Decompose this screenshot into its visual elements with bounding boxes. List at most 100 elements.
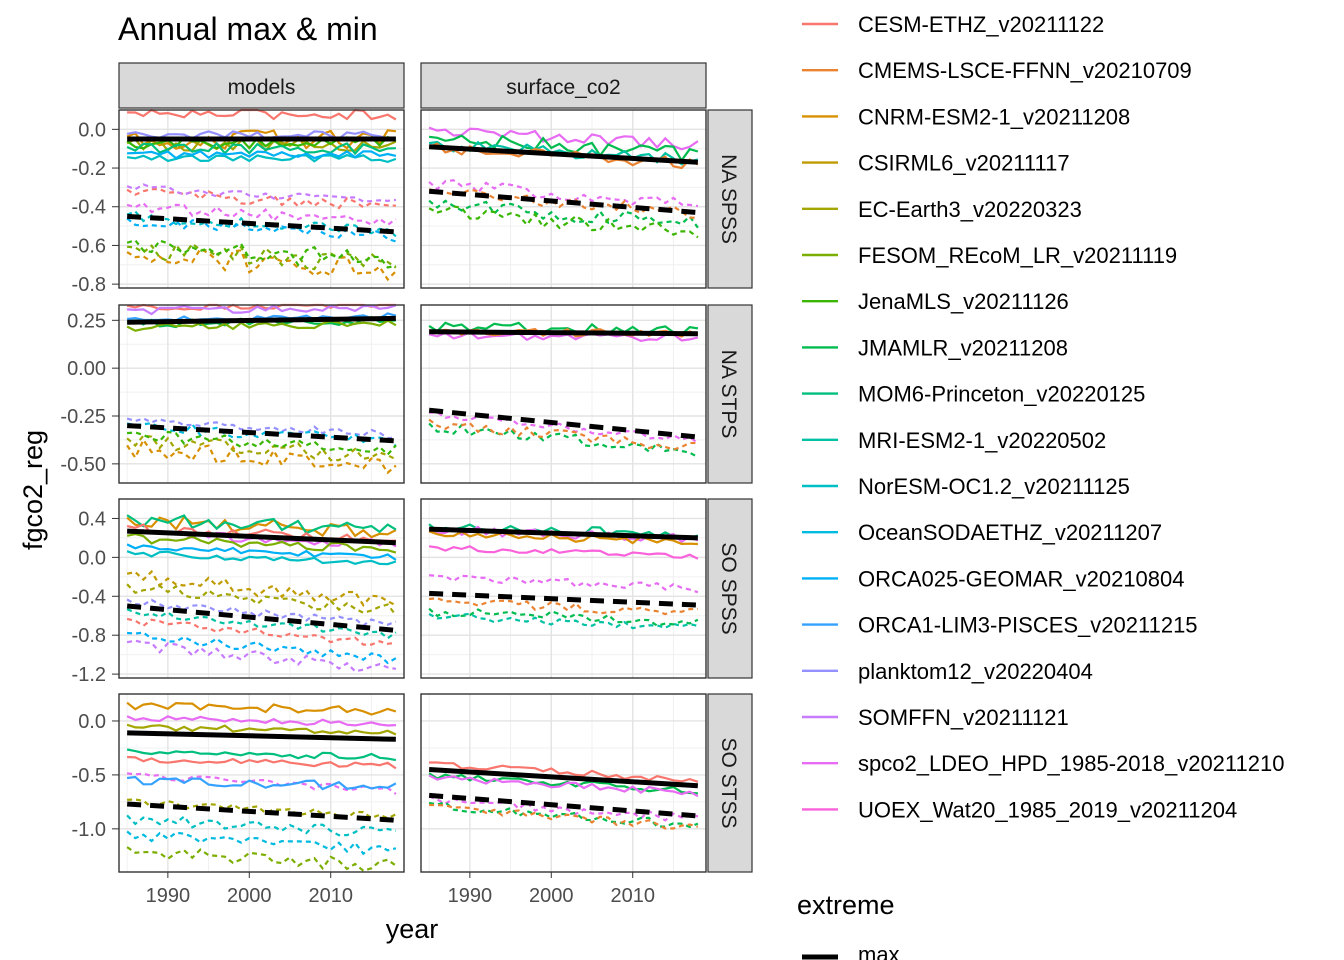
series-line-MOM6-Princeton_v20220125-max [126, 141, 396, 156]
y-tick-label: 0.00 [67, 358, 106, 380]
y-axis-title: fgco2_reg [18, 430, 48, 550]
panel-2-0 [118, 498, 405, 679]
legend-extreme-title: extreme [797, 890, 895, 920]
legend-label: CESM-ETHZ_v20211122 [858, 12, 1104, 37]
panel-background [119, 499, 404, 678]
strip-col-label: surface_co2 [506, 76, 620, 99]
series-line-JenaMLS_v20211126-min [428, 205, 699, 239]
series-line-planktom12_v20220404-max [126, 130, 397, 141]
series-line-spco2_LDEO_HPD_1985-2018_v20211210-min [429, 410, 699, 444]
y-tick-label: 0.0 [78, 119, 106, 141]
x-tick-label: 1990 [448, 885, 493, 907]
series-line-spco2_LDEO_HPD_1985-2018_v20211210-min [429, 574, 699, 594]
strip-row-label: SO STSS [717, 737, 740, 828]
series-line-spco2_LDEO_HPD_1985-2018_v20211210-max [428, 330, 699, 343]
legend-extreme: extreme max [797, 890, 900, 960]
series-line-OceanSODAETHZ_v20211207-min [126, 830, 397, 856]
y-tick-label: 0.4 [78, 508, 106, 530]
y-tick-label: -0.50 [60, 454, 106, 476]
y-tick-label: -0.8 [72, 274, 106, 296]
series-line-SOMFFN_v20211121-min [126, 639, 397, 673]
y-tick-label: -0.25 [60, 406, 106, 428]
x-tick-label: 2010 [610, 885, 655, 907]
legend-label: SOMFFN_v20211121 [858, 705, 1069, 730]
legend: CESM-ETHZ_v20211122 CMEMS-LSCE-FFNN_v2021… [802, 12, 1284, 822]
legend-label: CMEMS-LSCE-FFNN_v20210709 [858, 58, 1192, 83]
trend-line-max [127, 528, 396, 546]
panel-1-0 [118, 303, 405, 484]
series-line-planktom12_v20220404-min [126, 598, 397, 628]
y-tick-label: -1.0 [72, 819, 106, 841]
trend-line-max [429, 329, 698, 337]
panel-2-1 [420, 498, 707, 679]
strip-row-label: NA STPS [717, 350, 740, 439]
legend-label: spco2_LDEO_HPD_1985-2018_v20211210 [858, 751, 1284, 776]
series-line-CMEMS-LSCE-FFNN_v20210709-min [429, 803, 699, 830]
legend-label: JenaMLS_v20211126 [858, 289, 1069, 314]
series-line-ORCA1-LIM3-PISCES_v20211215-max [126, 775, 397, 791]
strip-col-models [118, 62, 405, 109]
series-line-MRI-ESM2-1_v20220502-min [126, 608, 397, 640]
legend-label: UOEX_Wat20_1985_2019_v20211204 [858, 797, 1237, 822]
panel-border [118, 693, 405, 873]
series-line-JMAMLR_v20211208-min [428, 607, 699, 627]
legend-label: EC-Earth3_v20220323 [858, 197, 1082, 222]
series-line-CMEMS-LSCE-FFNN_v20210709-min [428, 188, 698, 219]
x-tick-label: 2000 [529, 885, 574, 907]
panel-1-1 [420, 304, 707, 484]
x-tick-label: 2010 [308, 885, 353, 907]
series-line-MOM6-Princeton_v20220125-max [126, 514, 397, 535]
legend-label: OceanSODAETHZ_v20211207 [858, 520, 1162, 545]
strip-col-surface_co2 [420, 62, 707, 109]
legend-label: CNRM-ESM2-1_v20211208 [858, 104, 1130, 129]
legend-label: planktom12_v20220404 [858, 659, 1093, 684]
strip-row-label: SO SPSS [717, 542, 740, 634]
series-line-JMAMLR_v20211208-max [428, 134, 699, 163]
series-line-planktom12_v20220404-min [126, 417, 396, 440]
panel-0-0 [118, 108, 405, 289]
y-tick-label: 0.0 [78, 711, 106, 733]
x-tick-label: 2000 [227, 885, 272, 907]
strip-row [707, 498, 753, 679]
series-line-CMEMS-LSCE-FFNN_v20210709-min [428, 418, 698, 451]
panel-border [118, 109, 405, 289]
trend-line-max [428, 767, 699, 789]
panel-border [420, 109, 707, 289]
series-line-spco2_LDEO_HPD_1985-2018_v20211210-max [428, 774, 699, 798]
trend-line-max [428, 144, 699, 165]
series-line-ORCA025-GEOMAR_v20210804-max [126, 543, 397, 561]
panel-border [420, 693, 707, 873]
y-tick-label: 0.0 [78, 547, 106, 569]
series-line-OceanSODAETHZ_v20211207-min [126, 422, 397, 447]
y-tick-label: -0.2 [72, 158, 106, 180]
series-line-SOMFFN_v20211121-max [127, 304, 397, 316]
series-line-ORCA025-GEOMAR_v20210804-min [126, 217, 397, 243]
series-line-FESOM_REcoM_LR_v20211119-max [126, 532, 397, 554]
legend-label: CSIRML6_v20211117 [858, 151, 1070, 176]
series-line-CNRM-ESM2-1_v20211208-min [126, 437, 397, 475]
y-tick-label: -0.6 [72, 235, 106, 257]
trend-line-max [429, 526, 698, 541]
panel-border [118, 498, 405, 679]
y-tick-label: -0.5 [72, 765, 106, 787]
strip-col-label: models [228, 76, 296, 99]
strip-row-label: NA SPSS [717, 154, 740, 244]
series-line-spco2_LDEO_HPD_1985-2018_v20211210-min [428, 179, 699, 208]
panel-background [119, 694, 404, 872]
series-line-spco2_LDEO_HPD_1985-2018_v20211210-min [126, 772, 397, 795]
panels: models surface_co2 NA SPSS NA STPS SO SPSS SO… [60, 62, 753, 907]
series-line-EC-Earth3_v20220323-min [126, 583, 397, 617]
legend-label: ORCA025-GEOMAR_v20210804 [858, 566, 1185, 591]
series-line-CNRM-ESM2-1_v20211208-max [126, 701, 397, 716]
series-line-MRI-ESM2-1_v20220502-min [428, 612, 699, 630]
y-tick-label: -0.8 [72, 625, 106, 647]
series-line-JMAMLR_v20211208-min [428, 199, 699, 229]
series-line-spco2_LDEO_HPD_1985-2018_v20211210-min [126, 201, 397, 227]
series-line-CMEMS-LSCE-FFNN_v20210709-min [428, 597, 698, 616]
strip-row [707, 304, 753, 484]
x-tick-label: 1990 [146, 885, 191, 907]
strip-row [707, 693, 753, 873]
series-line-UOEX_Wat20_1985_2019_v20211204-max [428, 545, 699, 560]
panel-border [118, 304, 405, 484]
